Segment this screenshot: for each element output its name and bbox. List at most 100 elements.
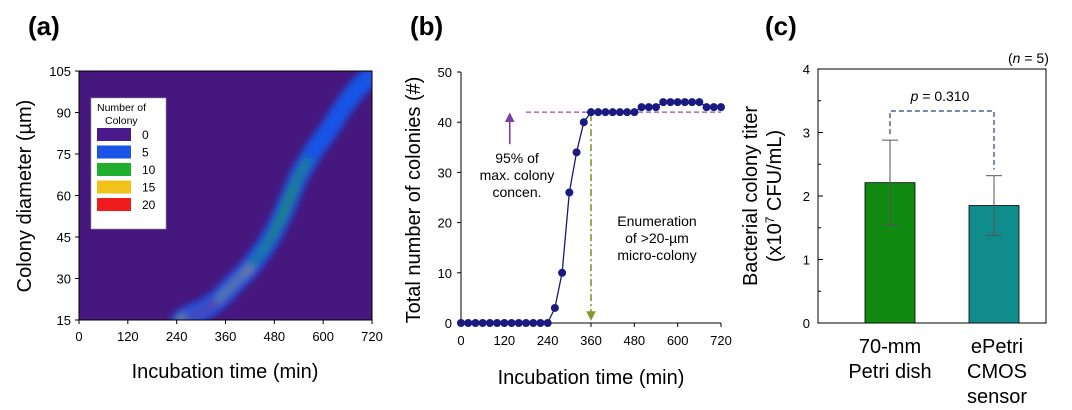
y-tick-label: 45 bbox=[57, 230, 71, 245]
x-tick-label: 120 bbox=[493, 333, 515, 348]
y-tick-label: 30 bbox=[57, 272, 71, 287]
y-tick-label: 75 bbox=[57, 147, 71, 162]
data-point bbox=[587, 108, 595, 117]
data-point bbox=[717, 103, 725, 112]
y-tick-label: 3 bbox=[803, 126, 810, 141]
panel-a-xlabel: Incubation time (min) bbox=[132, 361, 319, 383]
y-tick-label: 0 bbox=[803, 316, 810, 331]
panel-c-ticks: 0 1 2 3 4 bbox=[803, 62, 823, 331]
annotation-enum-line3: micro-colony bbox=[617, 247, 696, 263]
panel-c-ylabel-line1: Bacterial colony titer bbox=[740, 106, 762, 286]
y-tick-label: 40 bbox=[438, 115, 452, 130]
data-point bbox=[644, 103, 653, 112]
legend-swatch bbox=[97, 145, 131, 159]
data-point bbox=[572, 148, 581, 157]
x-tick-label: 240 bbox=[537, 333, 559, 348]
heatmap-ridge bbox=[169, 71, 372, 320]
data-point bbox=[529, 319, 538, 327]
data-point bbox=[500, 319, 509, 327]
x-tick-label: 600 bbox=[312, 329, 334, 344]
data-point bbox=[579, 118, 588, 127]
panel-c-ylabel-line2: (x107 CFU/mL) bbox=[763, 130, 786, 262]
x-tick-label: 360 bbox=[580, 333, 602, 348]
sample-size-note: (n = 5) bbox=[1008, 50, 1049, 66]
data-point bbox=[543, 319, 552, 327]
y-tick-label: 15 bbox=[57, 313, 71, 328]
x-tick-label: 480 bbox=[623, 333, 645, 348]
data-point bbox=[623, 108, 632, 117]
category-label: CMOS bbox=[967, 361, 1027, 383]
x-tick-label: 720 bbox=[361, 329, 383, 344]
category-label: Petri dish bbox=[848, 361, 931, 383]
data-point bbox=[464, 319, 473, 327]
data-point bbox=[550, 303, 559, 312]
y-tick-label: 1 bbox=[803, 253, 810, 268]
panel-c-bars bbox=[864, 139, 1020, 324]
y-tick-label: 20 bbox=[438, 216, 452, 231]
x-tick-label: 120 bbox=[117, 329, 139, 344]
data-point bbox=[478, 319, 487, 327]
legend-label: 10 bbox=[142, 163, 156, 177]
legend-swatch bbox=[97, 128, 131, 141]
category-label: sensor bbox=[967, 386, 1027, 408]
heatmap-legend: Number of Colony 0 5 10 15 20 bbox=[90, 97, 167, 230]
y-tick-label: 50 bbox=[438, 65, 452, 80]
data-point bbox=[695, 98, 704, 107]
data-point bbox=[485, 319, 494, 327]
legend-title-line2: Colony bbox=[105, 115, 138, 127]
category-label: ePetri bbox=[971, 336, 1023, 358]
panel-a-ylabel: Colony diameter (µm) bbox=[14, 100, 36, 293]
y-tick-label: 10 bbox=[438, 266, 452, 281]
data-point bbox=[688, 98, 697, 107]
x-tick-label: 360 bbox=[215, 329, 237, 344]
legend-title-line1: Number of bbox=[97, 102, 146, 114]
x-tick-label: 0 bbox=[457, 333, 464, 348]
data-point bbox=[709, 103, 718, 112]
data-point bbox=[507, 319, 516, 327]
y-tick-label: 2 bbox=[803, 189, 810, 204]
panel-b-line-chart: 0 120 240 360 480 600 720 0 10 20 30 40 50 95% of ma… bbox=[403, 65, 732, 389]
legend-swatch bbox=[97, 163, 131, 176]
y-tick-label: 4 bbox=[803, 62, 810, 77]
x-tick-label: 240 bbox=[166, 329, 188, 344]
data-point bbox=[457, 319, 465, 327]
panel-b-ticks: 0 120 240 360 480 600 720 0 10 20 30 40 50 bbox=[438, 65, 732, 348]
panel-c-category-labels: 70-mm Petri dish ePetri CMOS sensor bbox=[848, 336, 1027, 408]
data-point bbox=[702, 103, 711, 112]
data-point bbox=[536, 319, 545, 327]
y-tick-label: 60 bbox=[57, 189, 71, 204]
significance-bracket bbox=[889, 110, 995, 170]
series-points bbox=[457, 98, 725, 327]
data-point bbox=[680, 98, 689, 107]
x-tick-label: 0 bbox=[75, 329, 82, 344]
data-point bbox=[615, 108, 624, 117]
panel-b-ylabel: Total number of colonies (#) bbox=[403, 77, 425, 324]
legend-label: 0 bbox=[142, 128, 149, 142]
data-point bbox=[673, 98, 682, 107]
annotation-enum-line1: Enumeration bbox=[617, 213, 696, 229]
annotation-95pct-line3: concen. bbox=[492, 184, 541, 200]
y-tick-label: 90 bbox=[57, 106, 71, 121]
y-tick-label: 105 bbox=[49, 64, 71, 79]
panel-c-bar-chart: (n = 5) 0 1 2 3 4 p = 0.310 70-mm Petri dish e… bbox=[740, 50, 1049, 408]
x-tick-label: 600 bbox=[667, 333, 689, 348]
legend-label: 15 bbox=[142, 181, 156, 195]
data-point bbox=[666, 98, 675, 107]
data-point bbox=[608, 108, 617, 117]
data-point bbox=[522, 319, 530, 327]
data-point bbox=[471, 319, 480, 327]
p-value-label: p = 0.310 bbox=[910, 88, 970, 104]
y-tick-label: 30 bbox=[438, 165, 452, 180]
category-label: 70-mm bbox=[859, 336, 921, 358]
data-point bbox=[652, 103, 660, 112]
data-point bbox=[659, 98, 668, 107]
heatmap-cell bbox=[363, 71, 372, 86]
legend-label: 20 bbox=[142, 198, 156, 212]
annotation-95pct-line2: max. colony bbox=[480, 167, 555, 183]
data-point bbox=[514, 319, 523, 327]
x-tick-label: 720 bbox=[710, 333, 732, 348]
data-point bbox=[493, 319, 502, 327]
